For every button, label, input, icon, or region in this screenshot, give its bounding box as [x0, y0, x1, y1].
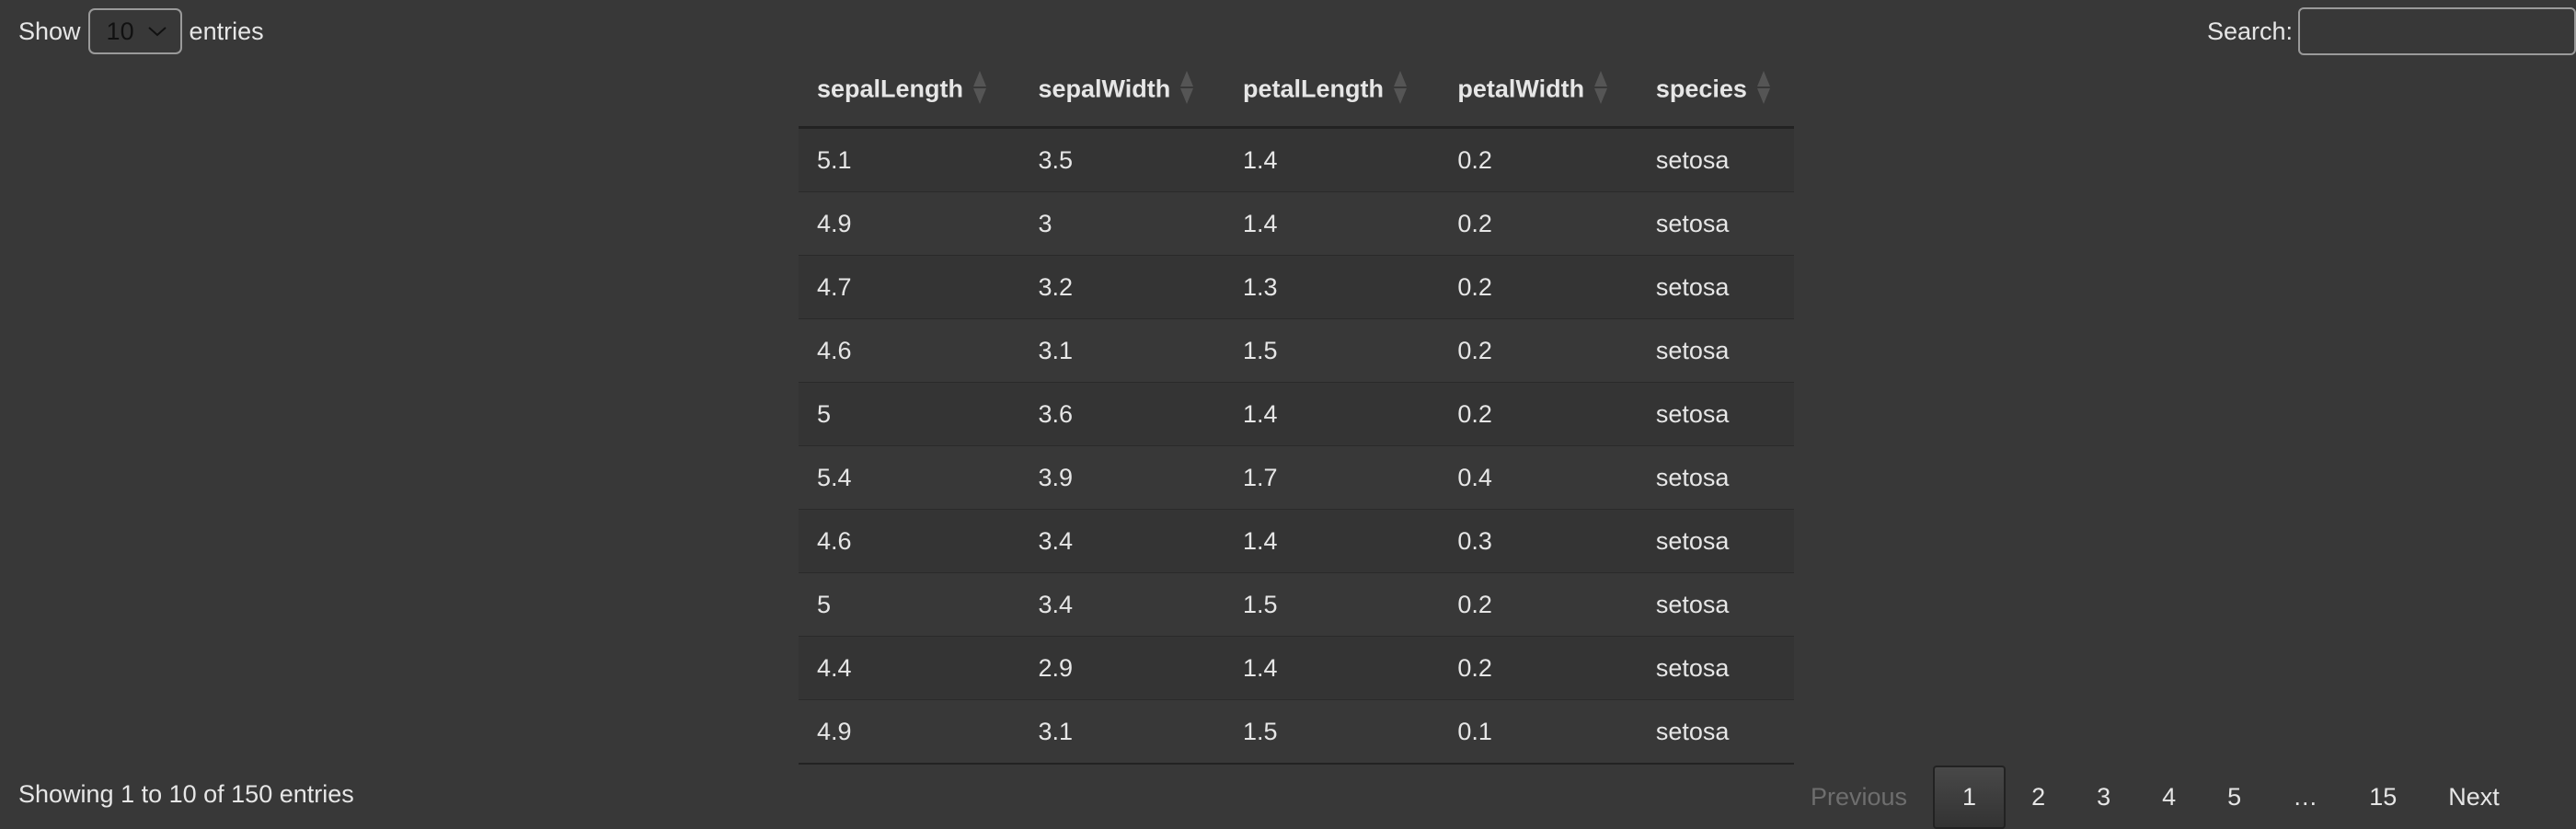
table-cell-petalLength: 1.5 — [1224, 699, 1440, 765]
column-header-label: sepalLength — [817, 75, 964, 103]
table-cell-petalWidth: 0.2 — [1439, 382, 1638, 446]
table-cell-sepalLength: 4.9 — [799, 191, 1020, 256]
column-header-label: petalLength — [1242, 75, 1384, 103]
previous-button[interactable]: Previous — [1811, 783, 1908, 811]
table-cell-sepalWidth: 3.1 — [1019, 318, 1225, 383]
sort-icon — [1179, 71, 1194, 110]
table-cell-sepalLength: 5.1 — [799, 127, 1020, 192]
column-header-petalWidth[interactable]: petalWidth — [1439, 55, 1638, 129]
table-cell-sepalLength: 4.7 — [799, 255, 1020, 319]
table-cell-species: setosa — [1637, 699, 1794, 765]
next-button[interactable]: Next — [2448, 783, 2500, 811]
chevron-down-icon — [147, 27, 167, 37]
sort-icon — [1756, 71, 1771, 110]
table-cell-sepalWidth: 3.2 — [1019, 255, 1225, 319]
table-cell-petalLength: 1.4 — [1224, 127, 1440, 192]
table-row: 4.9 3 1.4 0.2 setosa — [799, 191, 1794, 256]
sort-icon — [972, 71, 987, 110]
show-label: Show — [18, 17, 81, 45]
sort-icon — [1393, 71, 1408, 110]
table-cell-species: setosa — [1637, 509, 1794, 573]
table-row: 4.7 3.2 1.3 0.2 setosa — [799, 255, 1794, 319]
table-cell-sepalWidth: 3 — [1019, 191, 1225, 256]
table-cell-sepalWidth: 3.9 — [1019, 445, 1225, 510]
table-cell-species: setosa — [1637, 127, 1794, 192]
header-row: sepalLength sepalWidth petalLength petalWid… — [799, 55, 1794, 129]
entries-select-value: 10 — [106, 17, 134, 45]
length-menu: Show 10 entries — [18, 7, 264, 55]
table-cell-species: setosa — [1637, 572, 1794, 637]
table-cell-species: setosa — [1637, 318, 1794, 383]
table-row: 4.6 3.1 1.5 0.2 setosa — [799, 318, 1794, 383]
pagination: Previous 1 2 3 4 5 … 15 Next — [1785, 766, 2525, 829]
table-cell-sepalLength: 4.9 — [799, 699, 1020, 765]
table-cell-petalWidth: 0.2 — [1439, 636, 1638, 700]
table-cell-sepalLength: 4.6 — [799, 509, 1020, 573]
table-cell-petalWidth: 0.2 — [1439, 127, 1638, 192]
search-input[interactable] — [2298, 7, 2576, 55]
pagination-ellipsis: … — [2293, 783, 2318, 811]
column-header-label: sepalWidth — [1038, 75, 1171, 103]
search-filter: Search: — [2207, 7, 2576, 55]
search-label: Search: — [2206, 17, 2293, 45]
table-cell-species: setosa — [1637, 382, 1794, 446]
table-cell-petalLength: 1.4 — [1224, 191, 1440, 256]
table-row: 5 3.4 1.5 0.2 setosa — [799, 572, 1794, 637]
column-header-sepalLength[interactable]: sepalLength — [799, 55, 1020, 129]
table-cell-sepalWidth: 3.6 — [1019, 382, 1225, 446]
page-button-2[interactable]: 2 — [2031, 783, 2046, 811]
table-cell-petalLength: 1.4 — [1224, 509, 1440, 573]
column-header-sepalWidth[interactable]: sepalWidth — [1019, 55, 1225, 129]
data-table: sepalLength sepalWidth petalLength petalWid… — [799, 55, 1794, 765]
table-cell-sepalLength: 4.4 — [799, 636, 1020, 700]
page-button-5[interactable]: 5 — [2227, 783, 2242, 811]
table-cell-petalLength: 1.4 — [1224, 636, 1440, 700]
table-cell-petalLength: 1.5 — [1224, 318, 1440, 383]
column-header-label: petalWidth — [1457, 75, 1585, 103]
page-button-1[interactable]: 1 — [1933, 766, 2007, 829]
table-cell-sepalWidth: 2.9 — [1019, 636, 1225, 700]
table-cell-petalWidth: 0.1 — [1439, 699, 1638, 765]
table-cell-sepalLength: 5.4 — [799, 445, 1020, 510]
table-row: 4.9 3.1 1.5 0.1 setosa — [799, 699, 1794, 765]
column-header-label: species — [1655, 75, 1747, 103]
table-cell-petalWidth: 0.2 — [1439, 318, 1638, 383]
sort-icon — [1593, 71, 1608, 110]
table-cell-species: setosa — [1637, 255, 1794, 319]
table-info: Showing 1 to 10 of 150 entries — [18, 780, 354, 808]
table-row: 4.6 3.4 1.4 0.3 setosa — [799, 509, 1794, 573]
table-cell-petalWidth: 0.4 — [1439, 445, 1638, 510]
table-cell-species: setosa — [1637, 445, 1794, 510]
page-button-3[interactable]: 3 — [2097, 783, 2111, 811]
table-cell-petalWidth: 0.2 — [1439, 191, 1638, 256]
table-cell-sepalWidth: 3.1 — [1019, 699, 1225, 765]
page-button-4[interactable]: 4 — [2162, 783, 2177, 811]
table-cell-petalLength: 1.5 — [1224, 572, 1440, 637]
table-cell-sepalLength: 4.6 — [799, 318, 1020, 383]
table-cell-petalLength: 1.7 — [1224, 445, 1440, 510]
table-row: 4.4 2.9 1.4 0.2 setosa — [799, 636, 1794, 700]
page-button-15[interactable]: 15 — [2369, 783, 2398, 811]
table-cell-species: setosa — [1637, 636, 1794, 700]
table-cell-species: setosa — [1637, 191, 1794, 256]
table-cell-petalWidth: 0.2 — [1439, 572, 1638, 637]
entries-select[interactable]: 10 — [87, 8, 182, 54]
table-cell-sepalLength: 5 — [799, 572, 1020, 637]
table-cell-petalWidth: 0.2 — [1439, 255, 1638, 319]
table-cell-petalWidth: 0.3 — [1439, 509, 1638, 573]
table-row: 5 3.6 1.4 0.2 setosa — [799, 382, 1794, 446]
table-cell-sepalLength: 5 — [799, 382, 1020, 446]
table-row: 5.4 3.9 1.7 0.4 setosa — [799, 445, 1794, 510]
table-cell-petalLength: 1.4 — [1224, 382, 1440, 446]
table-cell-sepalWidth: 3.4 — [1019, 509, 1225, 573]
entries-label: entries — [189, 17, 264, 45]
table-cell-petalLength: 1.3 — [1224, 255, 1440, 319]
column-header-petalLength[interactable]: petalLength — [1224, 55, 1440, 129]
column-header-species[interactable]: species — [1637, 55, 1794, 129]
table-row: 5.1 3.5 1.4 0.2 setosa — [799, 127, 1794, 192]
table-cell-sepalWidth: 3.4 — [1019, 572, 1225, 637]
table-cell-sepalWidth: 3.5 — [1019, 127, 1225, 192]
